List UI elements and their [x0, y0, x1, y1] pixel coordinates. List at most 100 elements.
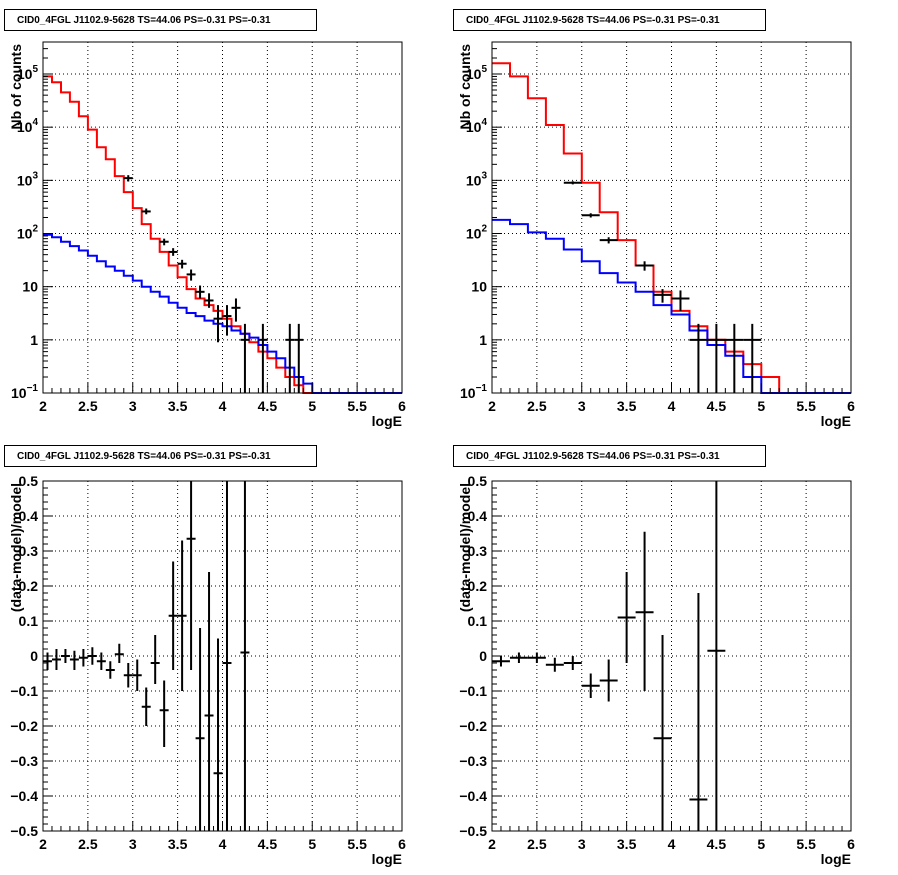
data-point [159, 680, 169, 747]
data-point [60, 649, 70, 663]
data-point [222, 305, 232, 336]
x-tick-label: 2.5 [527, 836, 547, 852]
y-tick-label: 0 [479, 648, 487, 664]
y-tick-label: 0.3 [19, 543, 39, 559]
y-tick-label: 10−1 [11, 383, 38, 401]
data-point [69, 650, 79, 670]
y-tick-label: 0.1 [19, 613, 39, 629]
data-point [689, 593, 708, 831]
y-tick-label: 104 [466, 117, 488, 135]
x-tick-label: 2 [39, 836, 47, 852]
y-tick-label: −0.2 [10, 718, 38, 734]
x-tick-label: 5 [757, 398, 765, 414]
data-point [707, 481, 726, 831]
x-axis-label: logE [372, 413, 402, 429]
y-tick-label: 0.3 [468, 543, 488, 559]
y-axis-label: (data-model)/model [8, 483, 24, 612]
y-tick-label: −0.3 [459, 753, 487, 769]
y-tick-label: 102 [17, 224, 39, 242]
data-point [258, 323, 268, 393]
x-tick-label: 4.5 [258, 398, 278, 414]
data-point [114, 643, 124, 663]
plot-title: CID0_4FGL J1102.9-5628 TS=44.06 PS=-0.31… [453, 445, 766, 467]
x-tick-label: 3 [578, 398, 586, 414]
x-tick-label: 3.5 [617, 836, 637, 852]
x-tick-label: 2 [488, 398, 496, 414]
data-point [563, 181, 582, 185]
data-point [725, 323, 744, 393]
data-point [51, 649, 61, 670]
y-tick-label: 0.5 [468, 473, 488, 489]
data-point [177, 259, 187, 269]
y-tick-label: −0.5 [10, 823, 38, 839]
x-tick-label: 5.5 [796, 398, 816, 414]
data-point [195, 628, 205, 831]
data-point [186, 269, 196, 281]
y-tick-label: 102 [466, 224, 488, 242]
x-tick-label: 4 [219, 398, 227, 414]
data-point [141, 208, 151, 215]
data-point [635, 261, 654, 271]
data-point [159, 238, 169, 246]
y-tick-label: 0.4 [19, 508, 39, 524]
y-tick-label: −0.2 [459, 718, 487, 734]
data-point [168, 248, 178, 256]
y-tick-label: 0.1 [468, 613, 488, 629]
histogram-series-1 [492, 218, 851, 394]
data-point [43, 652, 52, 670]
y-tick-label: 10 [471, 279, 487, 295]
y-tick-label: −0.4 [459, 788, 487, 804]
x-tick-label: 5.5 [347, 398, 367, 414]
x-tick-label: 3.5 [617, 398, 637, 414]
y-tick-label: 0.2 [468, 578, 488, 594]
data-point [240, 323, 250, 393]
histogram-series-1 [43, 233, 402, 394]
x-tick-label: 3.5 [168, 398, 188, 414]
y-axis-label: (data-model)/model [457, 483, 473, 612]
y-tick-label: −0.1 [10, 683, 38, 699]
data-point [213, 638, 223, 831]
x-tick-label: 4 [668, 836, 676, 852]
x-tick-label: 3.5 [168, 836, 188, 852]
y-tick-label: 105 [466, 64, 488, 82]
x-tick-label: 3 [578, 836, 586, 852]
x-tick-label: 6 [847, 836, 855, 852]
data-point [492, 656, 510, 667]
x-tick-label: 5 [308, 836, 316, 852]
x-tick-label: 4 [668, 398, 676, 414]
x-tick-label: 6 [398, 398, 406, 414]
x-tick-label: 2.5 [527, 398, 547, 414]
x-tick-label: 2 [39, 398, 47, 414]
data-point [141, 687, 151, 726]
data-point [509, 652, 528, 663]
data-point [150, 635, 160, 684]
data-point [204, 293, 214, 308]
x-tick-label: 4.5 [707, 398, 727, 414]
data-point [213, 305, 223, 343]
data-point [231, 298, 241, 322]
data-point [563, 656, 582, 670]
plot-title: CID0_4FGL J1102.9-5628 TS=44.06 PS=-0.31… [4, 445, 317, 467]
x-tick-label: 4.5 [258, 836, 278, 852]
x-tick-label: 5.5 [347, 836, 367, 852]
y-tick-label: 1 [30, 332, 38, 348]
data-point [653, 289, 672, 303]
x-tick-label: 3 [129, 836, 137, 852]
plot-title: CID0_4FGL J1102.9-5628 TS=44.06 PS=-0.31… [4, 9, 317, 31]
data-point [168, 561, 178, 670]
data-point [186, 481, 196, 670]
data-point [599, 659, 618, 702]
y-tick-label: 0.5 [19, 473, 39, 489]
x-tick-label: 4 [219, 836, 227, 852]
data-point [132, 659, 142, 691]
y-tick-label: 103 [17, 170, 39, 188]
y-axis-label: Nb of counts [8, 44, 24, 130]
x-axis-label: logE [372, 851, 402, 867]
x-tick-label: 3 [129, 398, 137, 414]
x-tick-label: 2.5 [78, 398, 98, 414]
x-tick-label: 2 [488, 836, 496, 852]
y-tick-label: 10 [22, 279, 38, 295]
